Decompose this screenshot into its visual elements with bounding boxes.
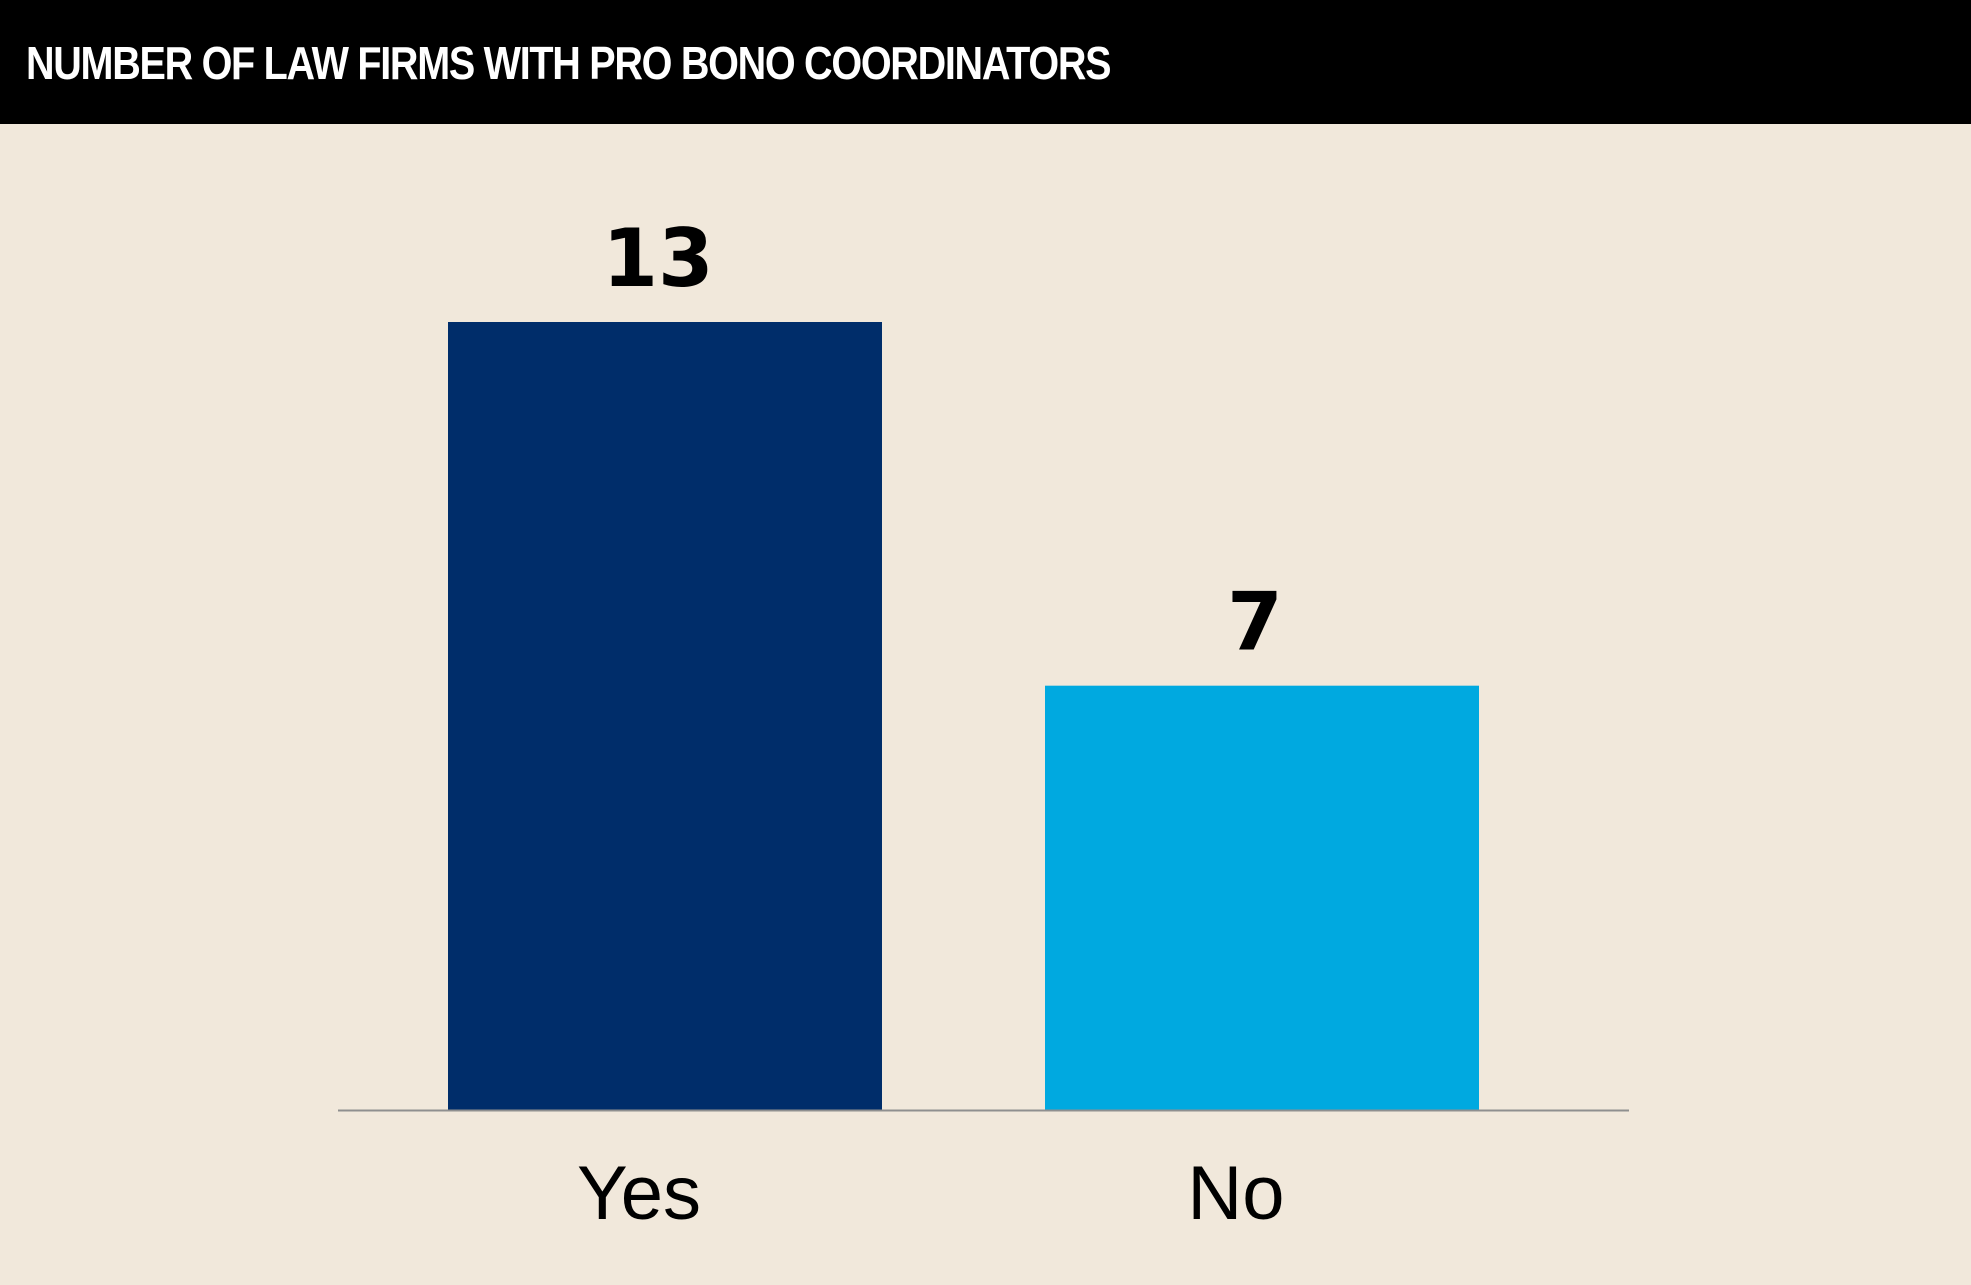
category-labels-group: Yes No <box>577 1151 1285 1236</box>
value-labels-group: 13 7 <box>602 212 1283 669</box>
chart-header: NUMBER OF LAW FIRMS WITH PRO BONO COORDI… <box>0 0 1971 124</box>
bars-group <box>448 322 1479 1110</box>
bar-yes <box>448 322 882 1110</box>
category-label-yes: Yes <box>577 1151 701 1236</box>
bar-no <box>1045 685 1479 1110</box>
value-label-no: 7 <box>1227 576 1283 669</box>
value-label-yes: 13 <box>602 212 713 305</box>
chart-title: NUMBER OF LAW FIRMS WITH PRO BONO COORDI… <box>26 37 1111 89</box>
category-label-no: No <box>1187 1151 1284 1236</box>
